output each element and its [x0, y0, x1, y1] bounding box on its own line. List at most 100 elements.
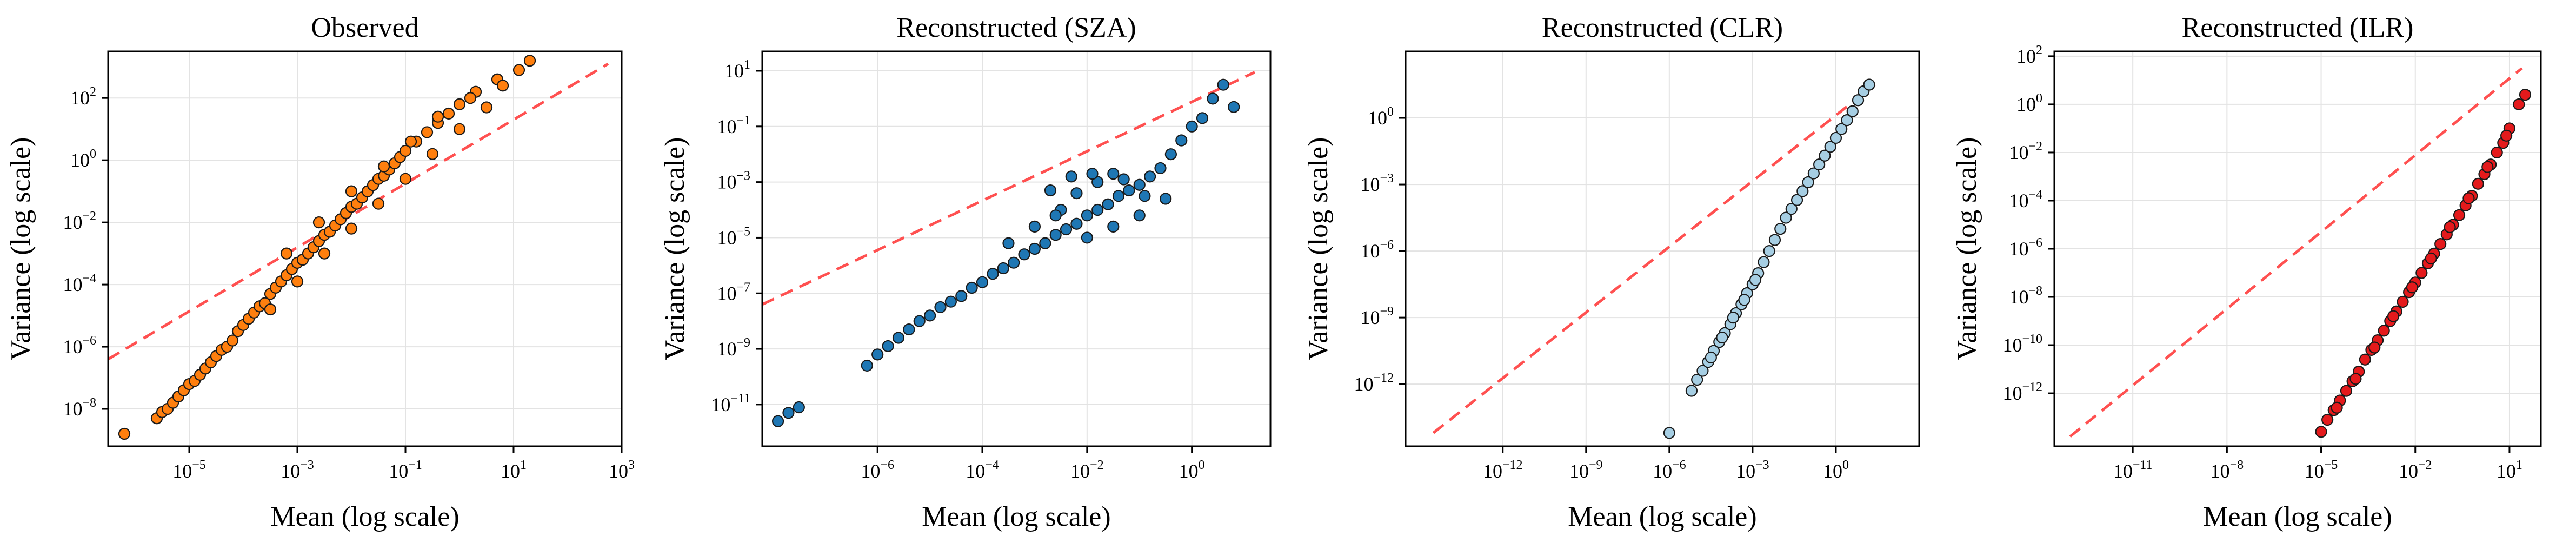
- scatter-point: [1107, 220, 1120, 233]
- scatter-point: [512, 64, 525, 76]
- y-tick-label: 10−3: [1360, 171, 1394, 195]
- scatter-point: [1796, 185, 1809, 197]
- scatter-point: [1112, 190, 1125, 202]
- scatter-point: [997, 262, 1009, 275]
- scatter-point: [2387, 310, 2400, 322]
- y-axis-label: Variance (log scale): [1952, 137, 1982, 361]
- scatter-point: [882, 340, 894, 353]
- scatter-point: [1807, 167, 1820, 180]
- plot-area: [108, 55, 609, 440]
- chart-title: Reconstructed (SZA): [896, 12, 1136, 43]
- y-tick-label: 10−1: [717, 114, 750, 137]
- scatter-point: [345, 222, 358, 235]
- scatter-point: [1780, 211, 1792, 224]
- scatter-point: [1846, 105, 1859, 117]
- scatter-point: [523, 55, 536, 67]
- chart-title: Observed: [311, 12, 418, 43]
- scatter-point: [871, 348, 884, 361]
- x-tick-label: 100: [1823, 458, 1849, 482]
- chart-panel-1: 10−5 10−3 10−1 101 103 10−8 10−6 10−4 10−2 100 102…: [5, 12, 635, 532]
- y-tick-label: 10−5: [717, 224, 750, 248]
- x-tick-label: 101: [2497, 458, 2522, 482]
- reference-line: [108, 62, 609, 361]
- x-tick-label: 10−9: [1569, 458, 1603, 482]
- scatter-point: [2513, 98, 2525, 111]
- scatter-point: [2500, 129, 2513, 142]
- x-tick-label: 10−6: [1653, 458, 1686, 482]
- y-tick-label: 10−3: [717, 169, 750, 193]
- scatter-point: [2425, 252, 2437, 264]
- reference-line: [762, 71, 1255, 306]
- axes-frame: [107, 50, 623, 447]
- scatter-point: [793, 401, 805, 414]
- scatter-point: [264, 303, 277, 316]
- scatter-point: [1081, 231, 1093, 244]
- scatter-point: [2378, 325, 2390, 337]
- scatter-point: [1028, 242, 1041, 255]
- scatter-point: [312, 216, 325, 229]
- scatter-point: [913, 315, 926, 327]
- axes-frame: [1405, 50, 1920, 447]
- scatter-point: [442, 107, 455, 120]
- scatter-point: [2359, 353, 2371, 366]
- scatter-point: [771, 415, 784, 427]
- y-tick-label: 10−6: [2009, 236, 2042, 260]
- y-tick-label: 10−8: [2009, 284, 2042, 308]
- scatter-point: [2368, 341, 2381, 354]
- scatter-point: [1144, 170, 1156, 183]
- scatter-point: [1691, 373, 1703, 386]
- scatter-point: [903, 323, 915, 336]
- scatter-point: [2453, 209, 2466, 221]
- scatter-point: [1117, 173, 1130, 186]
- y-tick-label: 10−12: [1354, 371, 1394, 395]
- scatter-point: [291, 275, 304, 288]
- scatter-point: [377, 160, 390, 173]
- x-tick-label: 10−2: [1070, 458, 1104, 482]
- x-tick-label: 10−4: [966, 458, 999, 482]
- x-tick-label: 101: [501, 458, 527, 482]
- scatter-point: [1107, 168, 1120, 180]
- scatter-point: [1028, 220, 1041, 233]
- scatter-point: [1790, 194, 1803, 206]
- y-tick-label: 10−8: [63, 396, 96, 420]
- x-axis-label: Mean (log scale): [270, 501, 459, 532]
- scatter-point: [2415, 267, 2428, 279]
- scatter-point: [2462, 192, 2475, 204]
- scatter-point: [453, 98, 466, 110]
- x-tick-label: 10−2: [2399, 458, 2432, 482]
- scatter-point: [2444, 221, 2456, 234]
- scatter-point: [480, 101, 493, 114]
- x-axis-label: Mean (log scale): [2203, 501, 2392, 532]
- scatter-point: [2472, 177, 2484, 190]
- scatter-point: [318, 247, 331, 260]
- scatter-point: [1091, 203, 1104, 216]
- scatter-point: [976, 276, 989, 288]
- plot-area: [1432, 78, 1876, 439]
- scatter-point: [1065, 170, 1077, 183]
- scatter-point: [1228, 101, 1240, 113]
- x-axis-label: Mean (log scale): [1568, 501, 1756, 532]
- chart-panel-4: 10−11 10−8 10−5 10−2 101 10−12 10−10 10−8 10−6 10…: [1952, 12, 2542, 532]
- x-tick-label: 10−12: [1483, 458, 1523, 482]
- y-axis-label: Variance (log scale): [660, 137, 690, 361]
- x-tick-label: 10−3: [281, 458, 314, 482]
- scatter-point: [1727, 312, 1740, 324]
- scatter-point: [1160, 193, 1172, 205]
- scatter-point: [2397, 295, 2409, 308]
- scatter-point: [1705, 351, 1717, 364]
- scatter-point: [1002, 237, 1015, 249]
- x-tick-label: 10−5: [172, 458, 206, 482]
- x-tick-label: 103: [609, 458, 635, 482]
- y-tick-label: 102: [2016, 43, 2042, 67]
- scatter-point: [1123, 184, 1135, 197]
- y-tick-label: 10−11: [711, 392, 750, 415]
- scatter-point: [1738, 294, 1750, 306]
- scatter-point: [892, 332, 905, 344]
- chart-title: Reconstructed (ILR): [2182, 12, 2414, 43]
- scatter-point: [1060, 223, 1073, 236]
- scatter-point: [1819, 149, 1831, 162]
- scatter-point: [2434, 237, 2447, 250]
- y-tick-label: 10−9: [1360, 305, 1394, 328]
- y-tick-label: 102: [70, 85, 96, 109]
- y-tick-label: 100: [2016, 91, 2042, 115]
